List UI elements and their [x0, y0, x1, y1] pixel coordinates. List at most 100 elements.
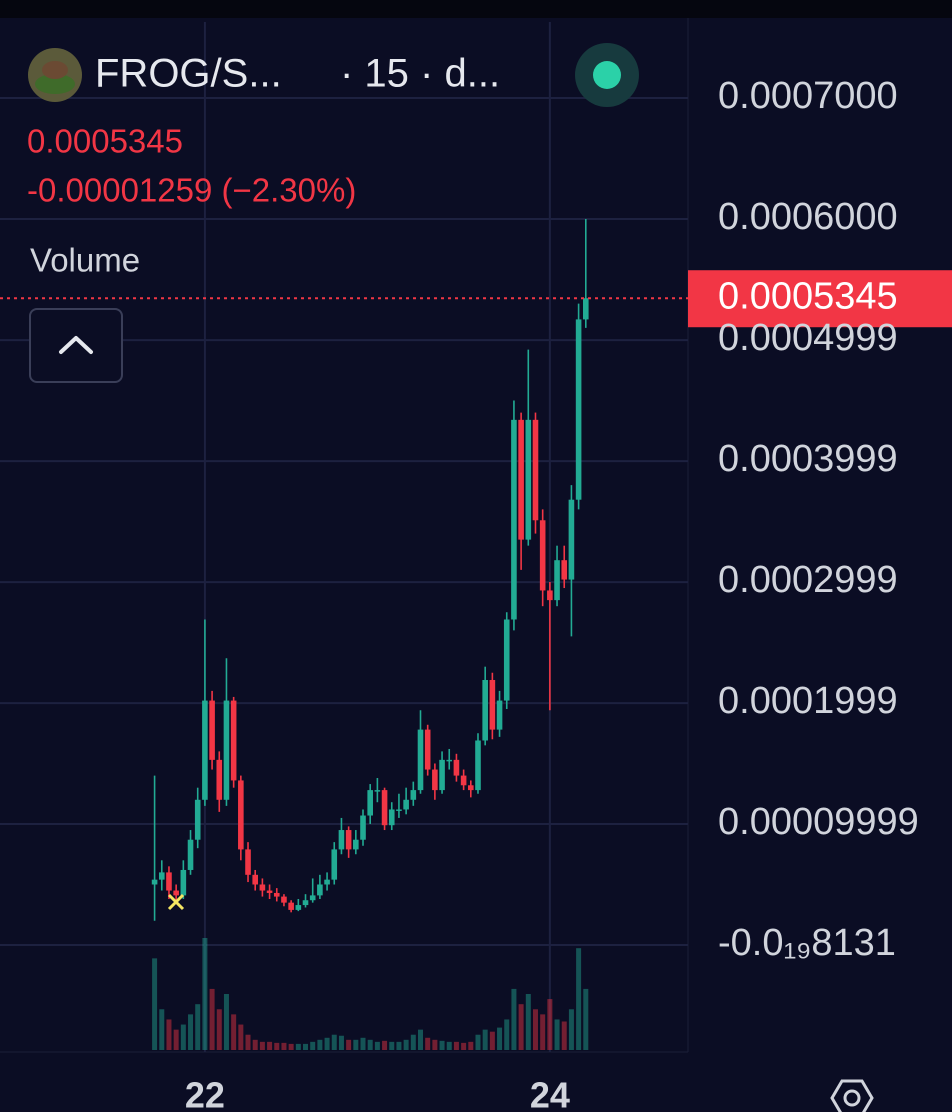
volume-bar: [166, 1019, 172, 1050]
volume-bars: [152, 938, 589, 1050]
volume-bar: [223, 994, 229, 1050]
price-tag-label: 0.0005345: [718, 275, 898, 317]
candle-body: [403, 799, 409, 810]
volume-bar: [353, 1039, 359, 1050]
candle-body: [446, 759, 453, 762]
candle-body: [367, 790, 373, 816]
volume-bar: [202, 938, 208, 1050]
top-strip: [0, 0, 952, 18]
avatar-detail: [35, 74, 75, 94]
candle-body: [496, 700, 503, 730]
y-tick-label: 0.0003999: [718, 438, 898, 480]
volume-bar: [382, 1040, 388, 1050]
candle-body: [432, 769, 438, 791]
candle-body: [582, 298, 589, 320]
candle-body: [187, 839, 194, 870]
candle-body: [410, 790, 417, 800]
candle-body: [252, 874, 259, 885]
volume-label: Volume: [30, 242, 140, 279]
candle-body: [345, 830, 352, 850]
y-tick-label: 0.00009999: [718, 801, 919, 843]
candle-body: [561, 560, 568, 580]
volume-bar: [403, 1039, 409, 1050]
last-price: 0.0005345: [27, 123, 183, 160]
symbol-subtitle: · 15 · d...: [340, 52, 500, 96]
candle-body: [424, 729, 431, 770]
candle-body: [202, 700, 208, 800]
volume-bar: [195, 1004, 201, 1050]
volume-bar: [295, 1043, 301, 1050]
candle-body: [173, 890, 179, 896]
candle-body: [396, 809, 402, 811]
candle-body: [259, 884, 266, 891]
candle-body: [568, 499, 575, 580]
volume-bar: [568, 1009, 574, 1050]
volume-bar: [259, 1041, 265, 1050]
volume-bar: [152, 958, 158, 1050]
candle-body: [475, 740, 481, 791]
candle-body: [381, 790, 388, 826]
volume-bar: [360, 1037, 366, 1050]
candle-body: [273, 892, 280, 897]
volume-bar: [468, 1041, 474, 1050]
candle-body: [532, 419, 539, 521]
candle-body: [309, 895, 316, 901]
y-tick-label: 0.0001999: [718, 680, 898, 722]
candle-body: [295, 905, 302, 910]
volume-bar: [173, 1029, 179, 1050]
volume-bar: [532, 1009, 538, 1050]
volume-bar: [547, 999, 553, 1050]
volume-bar: [425, 1037, 431, 1050]
volume-bar: [238, 1024, 244, 1050]
volume-bar: [525, 994, 531, 1050]
volume-bar: [324, 1037, 330, 1050]
candle-body: [547, 590, 553, 601]
volume-bar: [504, 1019, 510, 1050]
volume-bar: [252, 1039, 258, 1050]
candle-body: [223, 700, 230, 800]
candle-body: [388, 809, 395, 826]
volume-bar: [561, 1021, 567, 1050]
gear-outline: [830, 1079, 874, 1112]
y-tick-label: 0.0007000: [718, 75, 898, 117]
candle-body: [317, 884, 323, 896]
x-tick-label: 22: [185, 1075, 225, 1112]
price-tag: [688, 270, 952, 328]
volume-bar: [439, 1040, 445, 1050]
symbol-title[interactable]: FROG/S...: [95, 52, 282, 96]
volume-bar: [482, 1029, 488, 1050]
candles: [151, 218, 589, 921]
volume-bar: [310, 1041, 316, 1050]
volume-bar: [518, 1004, 524, 1050]
volume-bar: [418, 1029, 423, 1050]
y-tick-label: 0.0004999: [718, 317, 898, 359]
volume-bar: [209, 988, 215, 1050]
candle-body: [216, 759, 223, 800]
status-dot: [593, 61, 621, 89]
y-tick-label: -0.0₁₉8131: [718, 922, 896, 964]
volume-bar: [497, 1027, 503, 1050]
volume-bar: [303, 1043, 309, 1050]
volume-bar: [188, 1014, 194, 1050]
volume-bar: [396, 1041, 402, 1050]
candle-body: [453, 759, 460, 776]
candle-body: [238, 780, 244, 850]
volume-bar: [346, 1039, 352, 1050]
candle-body: [281, 896, 287, 903]
y-tick-label: 0.0006000: [718, 196, 898, 238]
settings-icon[interactable]: [830, 1079, 874, 1112]
candle-body: [209, 700, 215, 760]
volume-bar: [331, 1034, 337, 1050]
volume-bar: [245, 1034, 251, 1050]
volume-bar: [338, 1035, 344, 1050]
volume-bar: [475, 1034, 481, 1050]
volume-bar: [288, 1043, 294, 1050]
volume-bar: [461, 1042, 467, 1050]
volume-bar: [410, 1034, 416, 1050]
collapse-button[interactable]: [29, 308, 123, 383]
x-tick-label: 24: [530, 1075, 570, 1112]
candle-body: [554, 560, 560, 601]
candle-body: [331, 849, 338, 880]
